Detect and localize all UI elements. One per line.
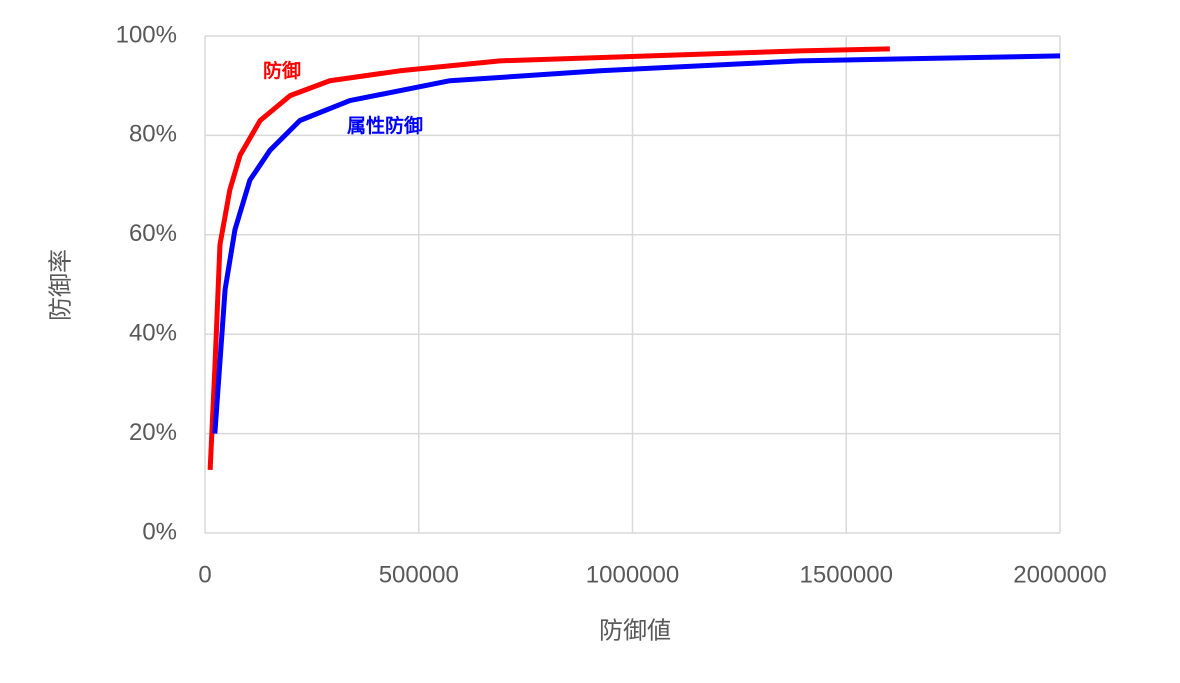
y-axis-label: 防御率: [47, 249, 74, 321]
x-tick-label: 1500000: [800, 561, 893, 588]
series-label: 属性防御: [347, 114, 423, 137]
x-tick-label: 1000000: [586, 561, 679, 588]
x-tick-label: 0: [198, 561, 211, 588]
series-label: 防御: [263, 59, 301, 82]
y-tick-label: 40%: [129, 320, 177, 347]
x-tick-label: 2000000: [1013, 561, 1106, 588]
series-line: [207, 46, 890, 470]
x-tick-label: 500000: [379, 561, 459, 588]
y-tick-label: 60%: [129, 220, 177, 247]
x-axis-label: 防御値: [599, 617, 671, 644]
y-tick-label: 100%: [116, 21, 177, 48]
y-tick-label: 20%: [129, 419, 177, 446]
y-tick-label: 80%: [129, 121, 177, 148]
y-tick-label: 0%: [142, 518, 177, 545]
series-line: [212, 53, 1061, 434]
